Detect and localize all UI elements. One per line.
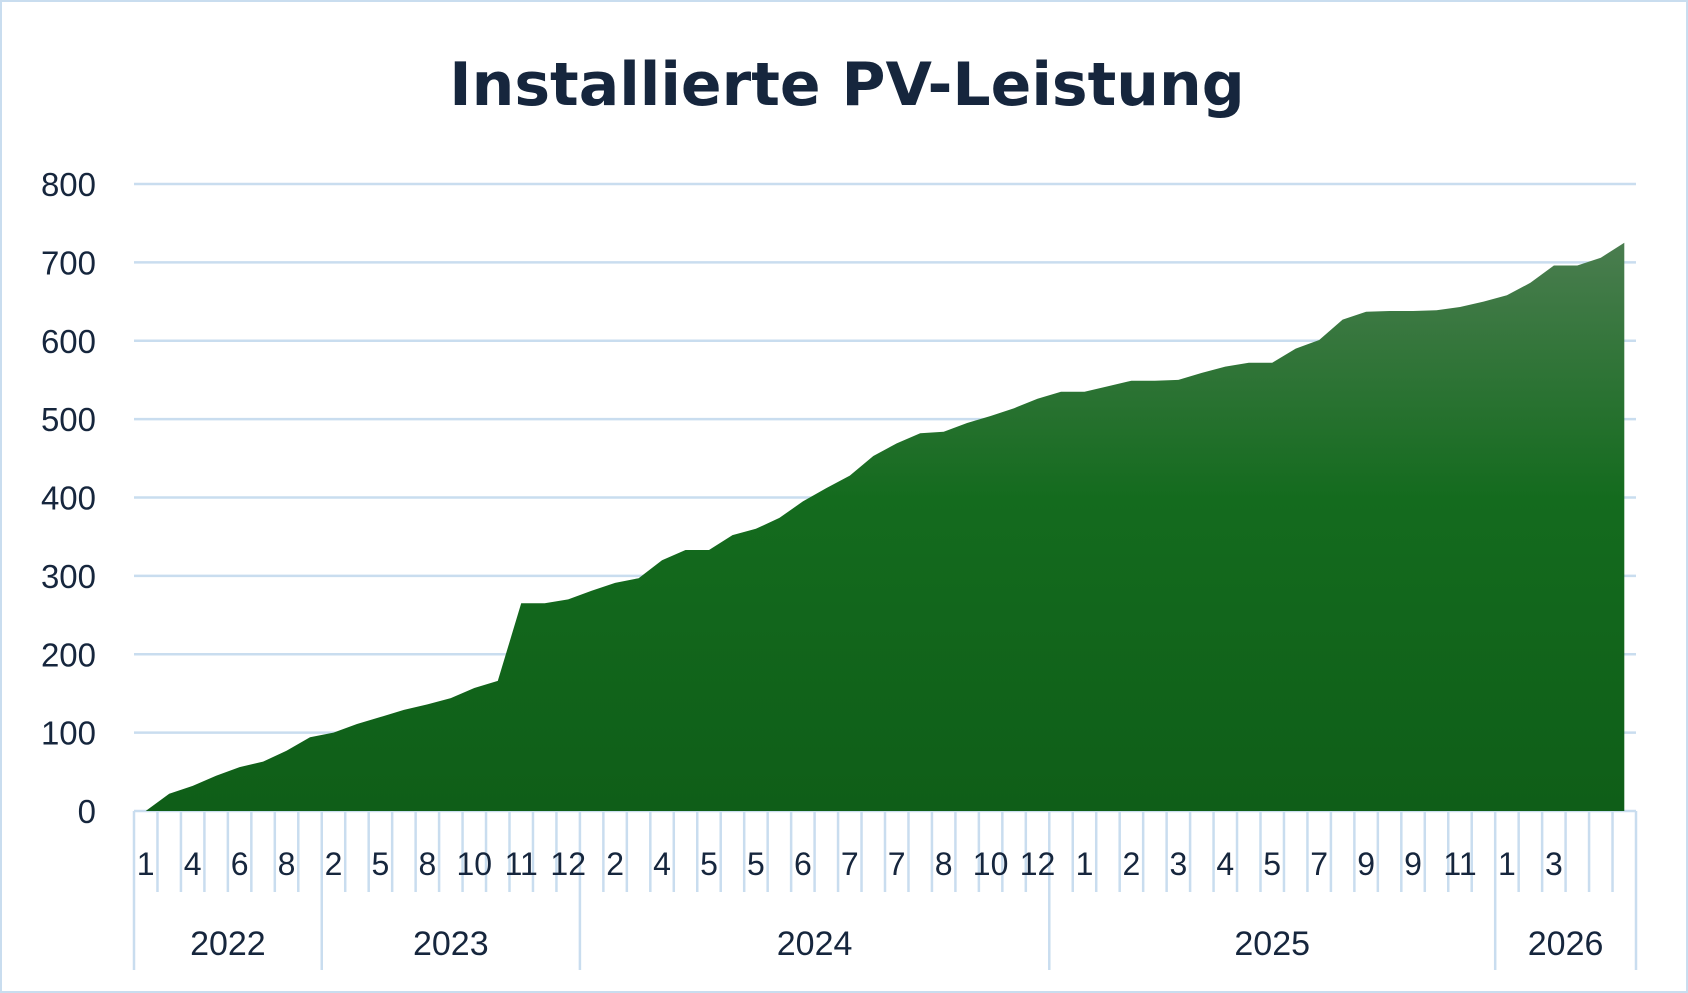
y-tick-300: 300 (41, 558, 96, 595)
x-tick-label-21: 2 (1123, 846, 1141, 882)
x-tick-label-17: 8 (935, 846, 953, 882)
year-label-2026: 2026 (1528, 925, 1604, 963)
y-tick-200: 200 (41, 636, 96, 673)
y-axis-tick-labels: 0 100 200 300 400 500 600 700 800 (41, 166, 96, 830)
x-tick-label-9: 12 (550, 846, 586, 882)
x-tick-label-26: 9 (1357, 846, 1375, 882)
x-tick-label-28: 11 (1443, 846, 1476, 882)
y-tick-400: 400 (41, 480, 96, 517)
x-tick-label-10: 2 (606, 846, 624, 882)
x-tick-label-11: 4 (653, 846, 671, 882)
x-tick-label-22: 3 (1170, 846, 1188, 882)
x-tick-label-5: 5 (372, 846, 390, 882)
year-label-2025: 2025 (1234, 925, 1310, 963)
x-tick-label-6: 8 (419, 846, 437, 882)
y-tick-700: 700 (41, 244, 96, 281)
x-tick-label-3: 8 (278, 846, 296, 882)
y-tick-0: 0 (78, 793, 96, 830)
x-tick-label-15: 7 (841, 846, 859, 882)
x-axis-category-ticks (132, 811, 1638, 892)
x-tick-label-19: 12 (1020, 846, 1056, 882)
area-series (145, 242, 1625, 812)
x-tick-label-25: 7 (1310, 846, 1328, 882)
x-tick-label-24: 5 (1263, 846, 1281, 882)
x-tick-label-16: 7 (888, 846, 906, 882)
x-tick-label-2: 6 (231, 846, 249, 882)
x-tick-label-27: 9 (1404, 846, 1422, 882)
x-tick-label-4: 2 (325, 846, 343, 882)
x-tick-label-7: 10 (457, 846, 493, 882)
chart-title: Installierte PV-Leistung (449, 50, 1244, 120)
y-tick-600: 600 (41, 323, 96, 360)
year-label-2023: 2023 (413, 925, 489, 963)
x-tick-label-0: 1 (137, 846, 155, 882)
x-tick-label-20: 1 (1076, 846, 1094, 882)
y-tick-100: 100 (41, 715, 96, 752)
year-label-2022: 2022 (190, 925, 266, 963)
y-tick-800: 800 (41, 166, 96, 203)
y-tick-500: 500 (41, 401, 96, 438)
x-tick-label-8: 11 (505, 846, 538, 882)
x-tick-label-14: 6 (794, 846, 812, 882)
x-tick-label-18: 10 (973, 846, 1009, 882)
area-fill (145, 242, 1625, 812)
x-tick-label-30: 3 (1545, 846, 1563, 882)
x-tick-label-29: 1 (1498, 846, 1516, 882)
x-tick-label-13: 5 (747, 846, 765, 882)
x-axis-year-labels: 2022 2023 2024 2025 2026 (132, 892, 1638, 970)
x-axis-tick-labels: 1 4 6 8 2 5 8 10 11 12 2 4 5 5 6 7 7 8 10 12 1 2 3 4 5 7 9 9 11 1 3 (137, 846, 1563, 882)
x-tick-label-12: 5 (700, 846, 718, 882)
x-tick-label-1: 4 (184, 846, 202, 882)
x-tick-label-23: 4 (1216, 846, 1234, 882)
year-label-2024: 2024 (777, 925, 853, 963)
